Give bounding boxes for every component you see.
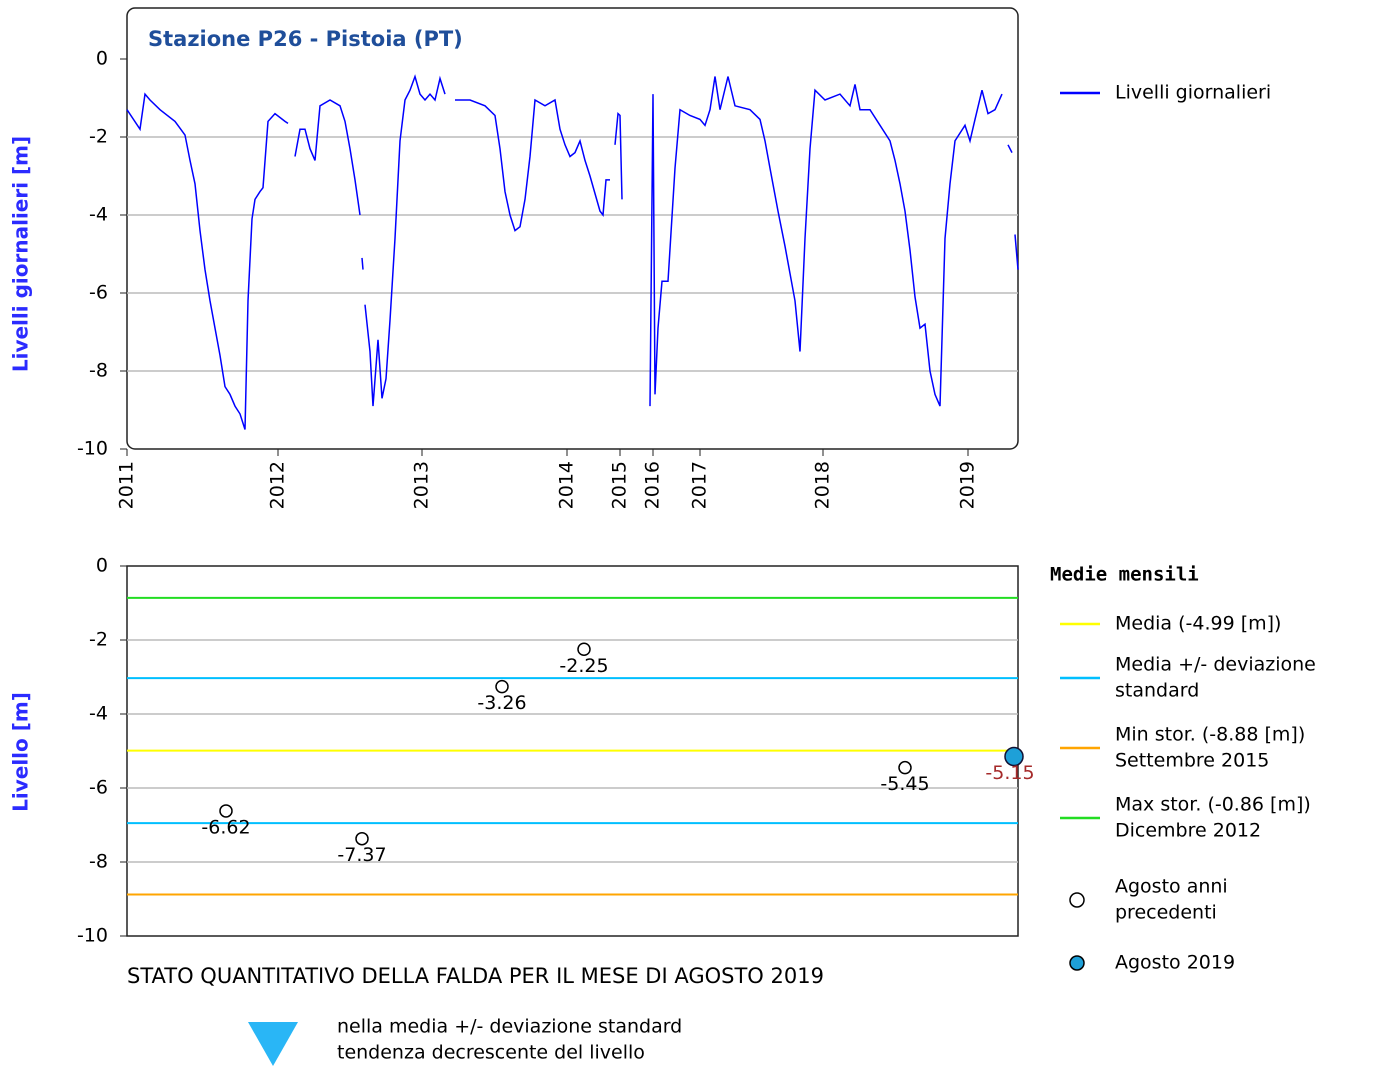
x-tick-label: 2019 bbox=[957, 461, 979, 509]
y-tick-label: -8 bbox=[89, 360, 108, 382]
x-tick-label: 2014 bbox=[556, 461, 578, 509]
data-label: -5.15 bbox=[985, 762, 1034, 784]
chart-title: Stazione P26 - Pistoia (PT) bbox=[148, 27, 463, 51]
y-tick-label: -8 bbox=[89, 851, 108, 873]
y-axis-label: Livello [m] bbox=[9, 692, 33, 812]
data-point bbox=[495, 679, 509, 694]
legend-label: Max stor. (-0.86 [m]) bbox=[1115, 794, 1311, 816]
y-tick-label: -2 bbox=[89, 629, 108, 651]
data-label: -7.37 bbox=[337, 844, 386, 866]
y-tick-label: -2 bbox=[89, 126, 108, 148]
data-line bbox=[126, 74, 1019, 430]
legend-label: Dicembre 2012 bbox=[1115, 820, 1261, 842]
legend-label: Media +/- deviazione bbox=[1115, 654, 1316, 676]
y-axis-label: Livelli giornalieri [m] bbox=[9, 136, 33, 372]
legend-label: Settembre 2015 bbox=[1115, 750, 1269, 772]
legend-label: Min stor. (-8.88 [m]) bbox=[1115, 724, 1305, 746]
y-tick-label: -10 bbox=[77, 438, 108, 460]
footer-title: STATO QUANTITATIVO DELLA FALDA PER IL ME… bbox=[127, 964, 824, 988]
data-point bbox=[577, 642, 591, 656]
x-tick-label: 2013 bbox=[411, 461, 433, 509]
legend-label: standard bbox=[1115, 680, 1199, 702]
data-label: -5.45 bbox=[880, 773, 929, 795]
x-tick-label: 2018 bbox=[812, 461, 834, 509]
y-tick-label: -10 bbox=[77, 925, 108, 947]
y-tick-label: -6 bbox=[89, 777, 108, 799]
y-tick-label: -4 bbox=[89, 703, 108, 725]
y-tick-label: -6 bbox=[89, 282, 108, 304]
data-point bbox=[1004, 746, 1024, 767]
footer-line: nella media +/- deviazione standard bbox=[337, 1016, 682, 1038]
data-point bbox=[219, 804, 233, 818]
data-point bbox=[898, 760, 912, 775]
legend-label: Agosto 2019 bbox=[1115, 952, 1235, 974]
top-frame bbox=[126, 7, 1019, 450]
footer-line: tendenza decrescente del livello bbox=[337, 1042, 645, 1064]
data-label: -3.26 bbox=[477, 692, 526, 714]
y-tick-label: 0 bbox=[96, 48, 108, 70]
legend-label: Media (-4.99 [m]) bbox=[1115, 613, 1281, 635]
legend-label: Livelli giornalieri bbox=[1115, 82, 1271, 104]
data-label: -2.25 bbox=[559, 655, 608, 677]
x-tick-label: 2017 bbox=[689, 461, 711, 509]
trend-icon bbox=[248, 1022, 298, 1066]
x-tick-label: 2016 bbox=[642, 461, 664, 509]
y-tick-label: -4 bbox=[89, 204, 108, 226]
legend-marker bbox=[1069, 892, 1085, 908]
legend-marker bbox=[1069, 955, 1085, 971]
x-tick-label: 2015 bbox=[609, 461, 631, 509]
legend-label: precedenti bbox=[1115, 902, 1217, 924]
y-tick-label: 0 bbox=[96, 555, 108, 577]
data-label: -6.62 bbox=[201, 816, 250, 838]
legend-title: Medie mensili bbox=[1050, 564, 1199, 586]
data-point bbox=[355, 831, 369, 846]
x-tick-label: 2012 bbox=[267, 461, 289, 509]
legend-label: Agosto anni bbox=[1115, 876, 1228, 898]
x-tick-label: 2011 bbox=[116, 461, 138, 509]
